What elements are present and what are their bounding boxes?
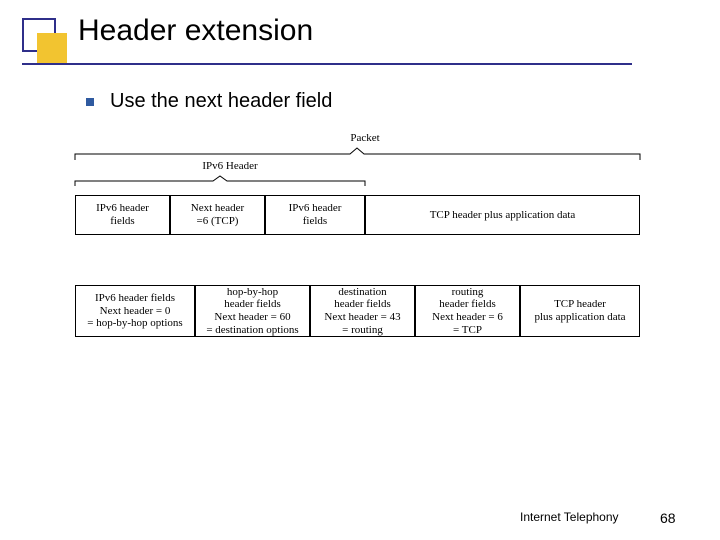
- page-number: 68: [660, 510, 676, 526]
- title-deco-fill: [37, 33, 67, 63]
- bullet-text: Use the next header field: [110, 90, 332, 113]
- row1-cell-3: TCP header plus application data: [365, 195, 640, 235]
- row2-cell-0: IPv6 header fieldsNext header = 0= hop-b…: [75, 285, 195, 337]
- row1-cell-2: IPv6 headerfields: [265, 195, 365, 235]
- header-extension-diagram: Packet IPv6 Header IPv6 headerfieldsNext…: [75, 140, 665, 400]
- row2-cell-1: hop-by-hopheader fieldsNext header = 60=…: [195, 285, 310, 337]
- page-title: Header extension: [78, 14, 313, 48]
- row1-cell-1: Next header=6 (TCP): [170, 195, 265, 235]
- bullet-icon: [86, 98, 94, 106]
- row2-cell-3: routingheader fieldsNext header = 6= TCP: [415, 285, 520, 337]
- brace-ipv6-header: [75, 174, 365, 188]
- row1-cell-0: IPv6 headerfields: [75, 195, 170, 235]
- title-underline: [22, 63, 632, 65]
- row2-cell-4: TCP headerplus application data: [520, 285, 640, 337]
- bullet-row: Use the next header field: [86, 90, 332, 113]
- brace-packet: [75, 146, 640, 162]
- row2-cell-2: destinationheader fieldsNext header = 43…: [310, 285, 415, 337]
- diagram-label-ipv6-header: IPv6 Header: [190, 160, 270, 173]
- diagram-label-packet: Packet: [335, 132, 395, 145]
- footer-text: Internet Telephony: [520, 510, 619, 524]
